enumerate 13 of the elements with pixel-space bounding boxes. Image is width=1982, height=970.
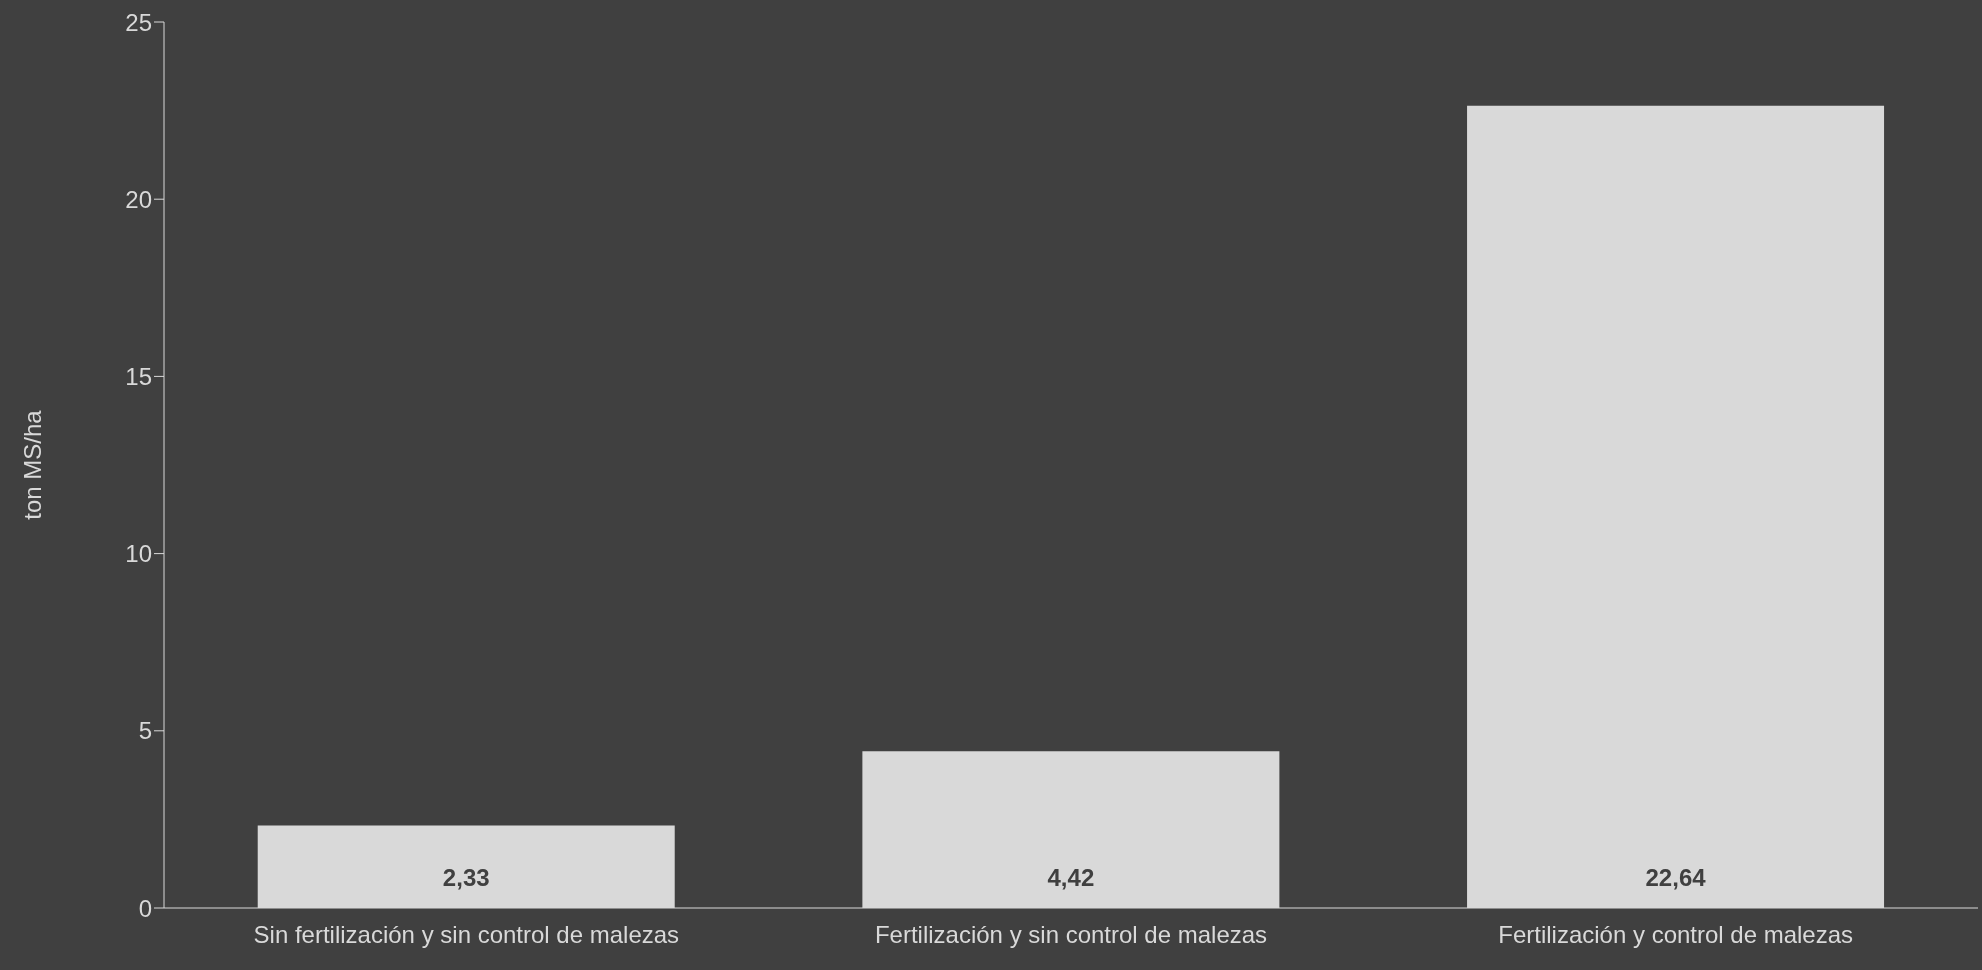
- y-tick-label: 15: [125, 362, 152, 390]
- y-tick-label: 20: [125, 185, 152, 213]
- y-axis-title: ton MS/ha: [18, 409, 46, 520]
- x-tick-label: Fertilización y sin control de malezas: [874, 921, 1268, 949]
- y-tick-label: 5: [138, 717, 152, 745]
- y-tick-label: 0: [138, 894, 152, 922]
- y-tick-label: 10: [125, 540, 152, 568]
- data-label: 4,42: [1047, 864, 1095, 891]
- x-tick-label: Fertilización y control de malezas: [1498, 921, 1854, 949]
- x-tick-label: Sin fertilización y sin control de malezas: [253, 921, 680, 949]
- data-label: 22,64: [1645, 864, 1707, 891]
- data-label: 2,33: [442, 864, 490, 891]
- y-tick-label: 25: [125, 8, 152, 36]
